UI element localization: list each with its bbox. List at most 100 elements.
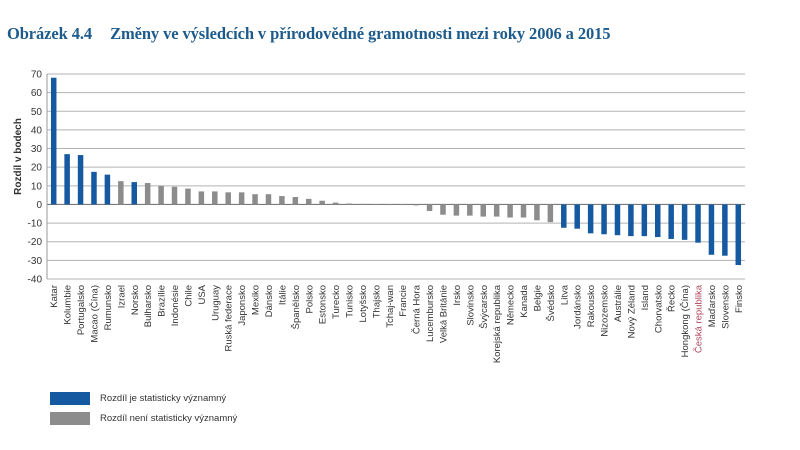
bar [453,204,460,216]
bar [198,191,205,205]
bar [319,200,325,205]
x-tick-label: Litva [559,284,570,305]
y-tick-label: -10 [28,219,43,230]
legend-label-significant: Rozdíl je statisticky významný [100,392,227,404]
y-tick-label: 40 [31,125,43,136]
x-tick-label: Portugalsko [76,285,87,335]
y-tick-label: 0 [36,200,42,211]
y-tick-label: -40 [28,275,43,286]
legend-label-not-significant: Rozdíl není statisticky významný [100,412,238,424]
x-tick-label: Macao (Čína) [89,285,100,343]
bar [346,203,352,205]
x-tick-label: Řecko [667,285,678,312]
bar [225,192,231,205]
x-tick-label: Turecko [331,285,342,319]
x-tick-label: Maďarsko [707,285,718,327]
x-tick-label: Itálie [277,285,288,305]
figure-title-text: Změny ve výsledcích v přírodovědné gramo… [110,24,611,43]
legend-swatch-significant [50,391,90,405]
y-tick-label: 20 [31,163,43,174]
x-tick-label: Irsko [452,285,463,306]
y-tick-label: 60 [31,88,43,99]
bar [507,204,513,218]
x-tick-label: Hongkong (Čína) [680,285,691,357]
x-tick-label: Bulharsko [143,285,154,327]
x-tick-label: Slovensko [720,285,731,329]
x-tick-label: Mexiko [251,285,262,315]
x-tick-label: Austrálie [613,285,624,322]
x-tick-label: Švýcarsko [479,285,490,329]
bar [252,194,258,205]
x-tick-label: Dánsko [264,285,275,317]
bar [292,197,299,205]
bar [77,155,84,205]
x-tick-label: Polsko [304,285,315,314]
bar [332,202,339,205]
bar [185,188,191,205]
bar [91,171,97,205]
x-tick-label: Estonsko [318,285,329,324]
y-axis-label: Rozdíl v bodech [13,118,24,195]
bar [144,183,151,205]
x-tick-label: Brazílie [157,285,168,317]
bar [493,204,500,217]
y-tick-label: -20 [28,237,43,248]
x-tick-label: Katar [49,285,60,308]
x-tick-label: Španělsko [291,285,302,329]
y-tick-label: 50 [31,107,43,118]
x-tick-label: Island [640,285,651,310]
bar [614,204,621,236]
x-tick-label: Izrael [116,285,127,308]
bar [373,204,379,206]
bar [587,204,594,234]
y-tick-label: 70 [31,70,43,81]
bar [386,204,393,206]
bar [547,204,554,223]
x-tick-label: Kanada [519,284,530,317]
bar [399,204,406,206]
x-tick-label: Kolumbie [63,285,74,325]
x-tick-label: Německo [506,285,517,325]
bar [561,204,567,228]
x-tick-label: Indonésie [170,285,181,326]
x-tick-label: Švédsko [546,285,557,321]
bar [668,204,674,239]
x-tick-label: Lotyšsko [358,285,369,323]
x-tick-label: Česká republika [694,284,705,353]
bar [708,204,715,255]
bar [641,204,648,237]
bar [131,182,137,205]
x-tick-label: Nový Zéland [626,285,637,338]
bar [601,204,607,235]
bar [480,204,486,217]
bar [118,181,124,205]
bar [426,204,433,211]
x-tick-label: Ruská federace [224,285,235,352]
bar [158,185,164,205]
bar [695,204,701,243]
legend-swatch-not-significant [50,411,90,425]
bar [440,204,446,215]
bar [681,204,688,240]
legend-item-not-significant: Rozdíl není statisticky významný [50,408,237,428]
x-tick-label: Thajsko [371,285,382,318]
bar [467,204,473,216]
chart-legend: Rozdíl je statisticky významný Rozdíl ne… [50,388,237,428]
x-tick-label: Chile [183,285,194,307]
x-tick-label: Rakousko [586,285,597,327]
bar [574,204,580,229]
x-tick-label: Norsko [130,285,141,315]
x-tick-label: Korejská republika [492,284,503,363]
x-tick-label: Tunisko [345,285,356,318]
bar [628,204,634,237]
bar [104,174,111,205]
bar [306,198,312,205]
legend-item-significant: Rozdíl je statisticky významný [50,388,237,408]
y-tick-label: 10 [31,181,43,192]
x-tick-label: Slovinsko [465,285,476,326]
x-tick-label: Francie [398,285,409,317]
x-tick-label: Tchaj-wan [385,285,396,328]
bar [212,191,218,205]
x-tick-label: Finsko [734,285,745,313]
x-tick-label: Jordánsko [573,285,584,329]
